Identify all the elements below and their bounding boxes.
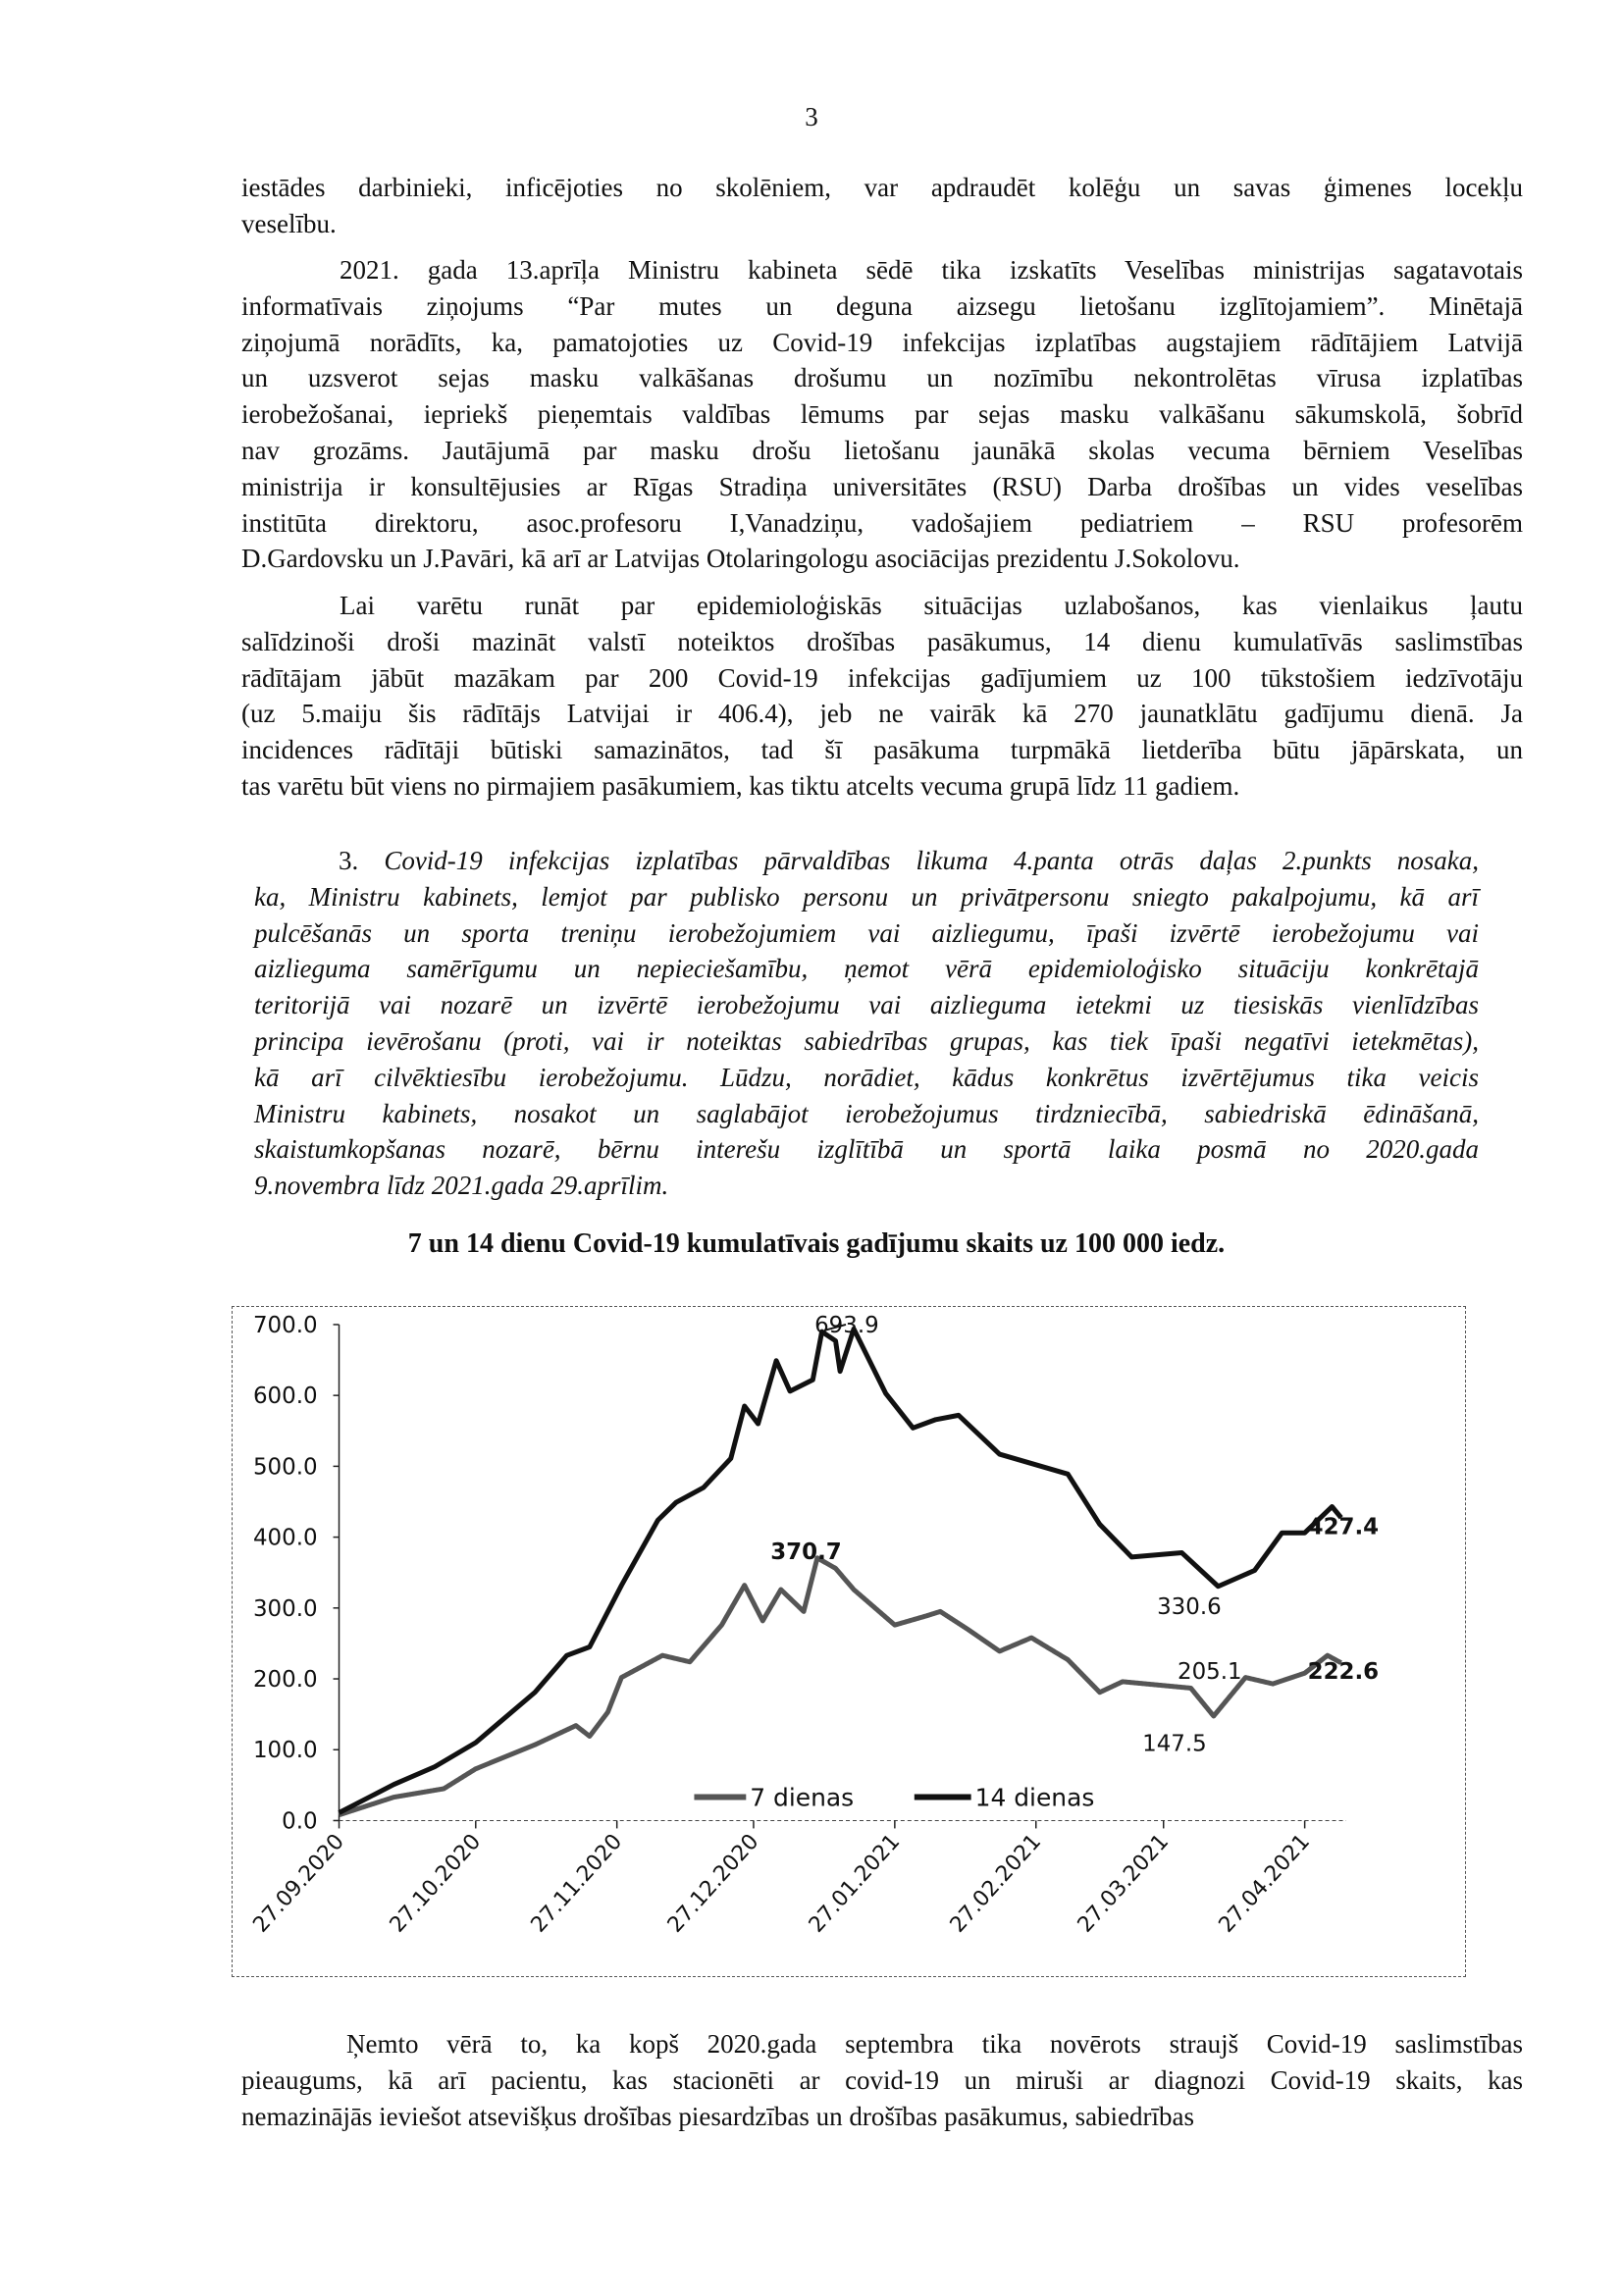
text-line: kā arī cilvēktiesību ierobežojumu. Lūdzu…	[254, 1062, 1479, 1092]
x-tick-label: 27.09.2020	[248, 1830, 349, 1938]
text-line: un uzsverot sejas masku valkāšanas drošu…	[241, 363, 1523, 393]
legend-label-7-days: 7 dienas	[750, 1784, 854, 1812]
text-line: principa ievērošanu (proti, vai ir notei…	[254, 1025, 1479, 1056]
text-line: 2021. gada 13.aprīļa Ministru kabineta s…	[340, 255, 1523, 285]
y-tick-label: 400.0	[253, 1526, 318, 1551]
y-tick-label: 500.0	[253, 1454, 318, 1480]
text-line: ziņojumā norādīts, ka, pamatojoties uz C…	[241, 327, 1523, 357]
text-line: D.Gardovsku un J.Pavāri, kā arī ar Latvi…	[241, 544, 1240, 574]
y-tick-label: 200.0	[253, 1667, 318, 1693]
y-tick-label: 100.0	[253, 1738, 318, 1763]
text-line: pieaugums, kā arī pacientu, kas stacionē…	[241, 2064, 1523, 2095]
text-line: nav grozāms. Jautājumā par masku drošu l…	[241, 435, 1523, 465]
question-number: 3.	[339, 846, 385, 875]
text-line: tas varētu būt viens no pirmajiem pasāku…	[241, 770, 1240, 801]
x-tick-label: 27.10.2020	[386, 1830, 487, 1938]
data-label: 222.6	[1308, 1659, 1380, 1685]
leader-line	[823, 1323, 847, 1331]
text-line: 9.novembra līdz 2021.gada 29.aprīlim.	[254, 1171, 669, 1201]
text-line: nemazinājās ieviešot atsevišķus drošības…	[241, 2101, 1195, 2131]
paragraph-2: 2021. gada 13.aprīļa Ministru kabineta s…	[241, 252, 1523, 577]
series-line-7-days	[338, 1555, 1342, 1818]
data-label: 205.1	[1178, 1659, 1242, 1685]
x-tick-label: 27.11.2020	[527, 1830, 628, 1938]
closing-paragraph: Ņemto vērā to, ka kopš 2020.gada septemb…	[241, 2026, 1523, 2134]
data-label: 147.5	[1142, 1732, 1207, 1757]
text-line: ka, Ministru kabinets, lemjot par publis…	[254, 881, 1479, 912]
x-tick-label: 27.02.2021	[946, 1830, 1047, 1938]
question-text: Covid-19 infekcijas izplatības pārvaldīb…	[384, 846, 1480, 875]
x-tick-label: 27.03.2021	[1073, 1830, 1175, 1938]
text-line: Ministru kabinets, nosakot un saglabājot…	[254, 1098, 1479, 1128]
text-line: ministrija ir konsultējusies ar Rīgas St…	[241, 471, 1523, 501]
data-label: 330.6	[1157, 1594, 1222, 1620]
text-line: salīdzinoši droši mazināt valstī noteikt…	[241, 626, 1523, 656]
line-chart: 0.0 100.0 200.0 300.0 400.0 500.0 600.0 700.0 27…	[248, 1313, 1380, 1938]
text-line: rādītājam jābūt mazākam par 200 Covid-19…	[241, 662, 1523, 693]
text-line: Ņemto vērā to, ka kopš 2020.gada septemb…	[346, 2029, 1523, 2059]
legend-label-14-days: 14 dienas	[975, 1784, 1095, 1812]
text-line: institūta direktoru, asoc.profesoru I,Va…	[241, 507, 1523, 538]
page-number: 3	[805, 102, 818, 131]
y-tick-label: 700.0	[253, 1313, 318, 1338]
x-tick-label: 27.12.2020	[663, 1830, 764, 1938]
text-line: aizlieguma samērīgumu un nepieciešamību,…	[254, 954, 1479, 984]
text-line: 3. Covid-19 infekcijas izplatības pārval…	[254, 843, 1479, 879]
series-line-14-days	[338, 1326, 1343, 1815]
text-line: informatīvais ziņojums “Par mutes un deg…	[241, 290, 1523, 321]
data-label: 370.7	[770, 1539, 842, 1565]
text-line: pulcēšanās un sporta treniņu ierobežojum…	[254, 917, 1479, 948]
text-line: skaistumkopšanas nozarē, bērnu interešu …	[254, 1134, 1479, 1165]
text-line: ierobežošanai, iepriekš pieņemtais valdī…	[241, 399, 1523, 430]
y-tick-label: 0.0	[282, 1808, 317, 1834]
x-tick-label: 27.01.2021	[805, 1830, 906, 1938]
chart-frame: 0.0 100.0 200.0 300.0 400.0 500.0 600.0 700.0 27…	[232, 1306, 1466, 1977]
data-label: 693.9	[814, 1313, 879, 1338]
x-tick-label: 27.04.2021	[1215, 1830, 1316, 1938]
text-line: teritorijā vai nozarē un izvērtē ierobež…	[254, 990, 1479, 1020]
question-paragraph: 3. Covid-19 infekcijas izplatības pārval…	[254, 843, 1479, 1204]
y-tick-label: 300.0	[253, 1596, 318, 1622]
text-line: incidences rādītāji būtiski samazinātos,…	[241, 735, 1523, 765]
text-line: iestādes darbinieki, inficējoties no sko…	[241, 173, 1523, 202]
data-label: 427.4	[1308, 1514, 1380, 1539]
text-line: veselību.	[241, 208, 337, 238]
paragraph-3: Lai varētu runāt par epidemioloģiskās si…	[241, 588, 1523, 805]
paragraph-1: iestādes darbinieki, inficējoties no sko…	[241, 170, 1523, 242]
text-line: Lai varētu runāt par epidemioloģiskās si…	[340, 591, 1523, 620]
chart-title: 7 un 14 dienu Covid-19 kumulatīvais gadī…	[407, 1228, 1226, 1259]
y-tick-label: 600.0	[253, 1383, 318, 1409]
text-line: (uz 5.maiju šis rādītājs Latvijai ir 406…	[241, 699, 1523, 729]
